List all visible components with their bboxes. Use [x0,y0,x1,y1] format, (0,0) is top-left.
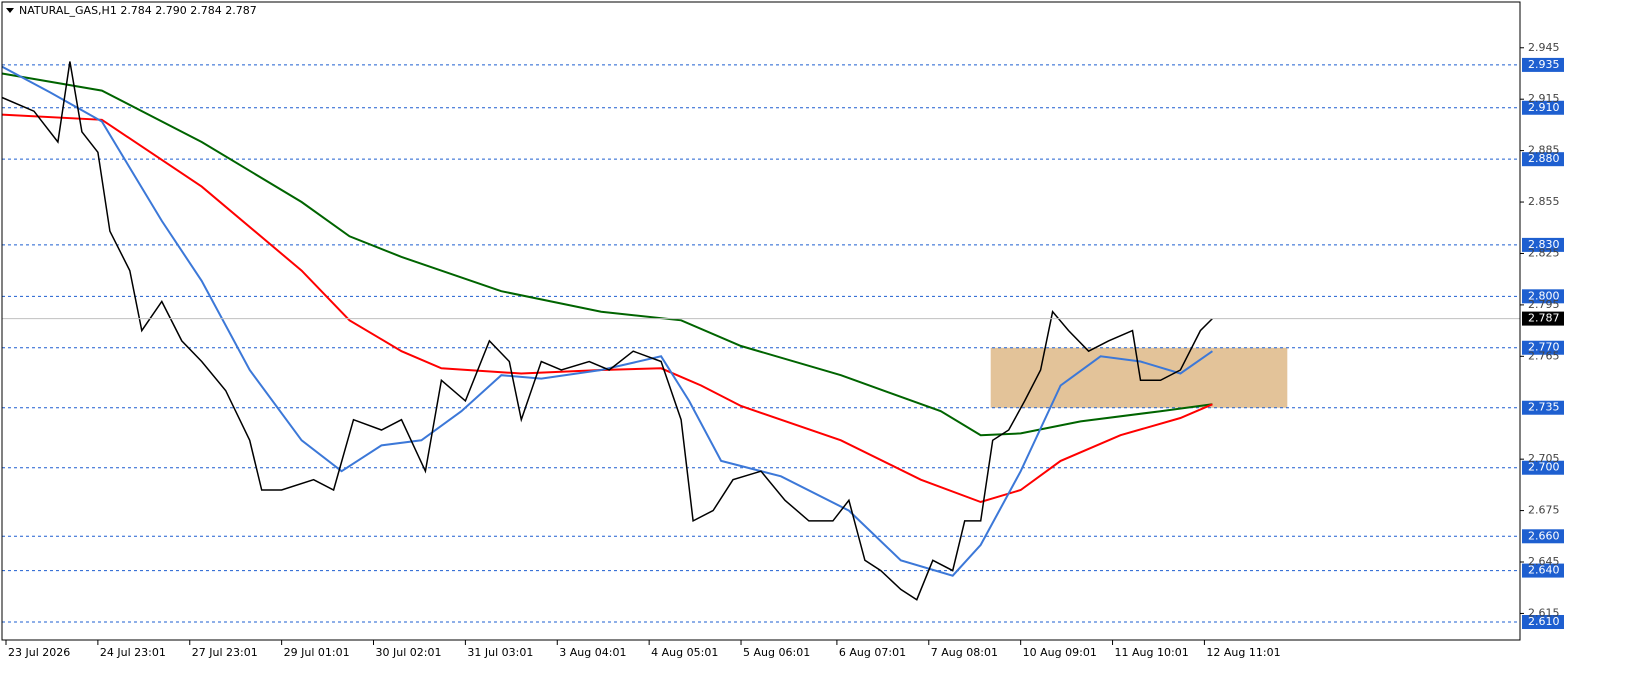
line [1,113,1213,504]
level-label-bg [1522,563,1564,578]
x-tick-label: 31 Jul 03:01 [467,646,533,659]
zone [990,347,1288,408]
level-label: 2.880 [1528,152,1560,165]
level-label: 2.660 [1528,529,1560,542]
y-tick-label: 2.855 [1528,195,1560,208]
x-tick-label: 10 Aug 09:01 [1023,646,1097,659]
x-tick-label: 23 Jul 2026 [8,646,70,659]
level-label: 2.935 [1528,58,1560,71]
y-tick-label: 2.795 [1528,298,1560,311]
level-label: 2.800 [1528,289,1560,302]
level-label: 2.735 [1528,401,1560,414]
x-tick-label: 7 Aug 08:01 [931,646,998,659]
line [1,61,1213,601]
y-tick-label: 2.885 [1528,144,1560,157]
y-tick-label: 2.675 [1528,504,1560,517]
x-tick-label: 6 Aug 07:01 [839,646,906,659]
level-label: 2.830 [1528,238,1560,251]
y-tick-label: 2.705 [1528,452,1560,465]
level-label-bg [1522,615,1564,630]
current-price-bg [1522,311,1564,326]
level-label: 2.640 [1528,564,1560,577]
x-tick-label: 29 Jul 01:01 [284,646,350,659]
chart-title: NATURAL_GAS,H1 2.784 2.790 2.784 2.787 [19,4,257,17]
line [1,65,1213,577]
menu-arrow[interactable] [6,8,14,13]
x-tick-label: 5 Aug 06:01 [743,646,810,659]
level-label-bg [1522,289,1564,304]
level-label-bg [1522,152,1564,167]
level-label-bg [1522,57,1564,72]
level-label-bg [1522,100,1564,115]
level-label-bg [1522,460,1564,475]
level-label-bg [1522,237,1564,252]
current-price-label: 2.787 [1528,312,1560,325]
x-tick-label: 27 Jul 23:01 [192,646,258,659]
x-tick-label: 24 Jul 23:01 [100,646,166,659]
level-label-bg [1522,529,1564,544]
x-tick-label: 30 Jul 02:01 [376,646,442,659]
x-tick-label: 3 Aug 04:01 [559,646,626,659]
level-label-bg [1522,340,1564,355]
y-tick-label: 2.825 [1528,246,1560,259]
plot-frame [1,1,1521,641]
y-tick-label: 2.615 [1528,606,1560,619]
level-label: 2.700 [1528,461,1560,474]
y-tick-label: 2.945 [1528,41,1560,54]
x-tick-label: 11 Aug 10:01 [1115,646,1189,659]
y-tick-label: 2.915 [1528,92,1560,105]
x-tick-label: 4 Aug 05:01 [651,646,718,659]
y-tick-label: 2.765 [1528,349,1560,362]
level-label: 2.910 [1528,101,1560,114]
level-label: 2.610 [1528,615,1560,628]
y-tick-label: 2.645 [1528,555,1560,568]
x-tick-label: 12 Aug 11:01 [1206,646,1280,659]
level-label: 2.770 [1528,341,1560,354]
level-label-bg [1522,400,1564,415]
